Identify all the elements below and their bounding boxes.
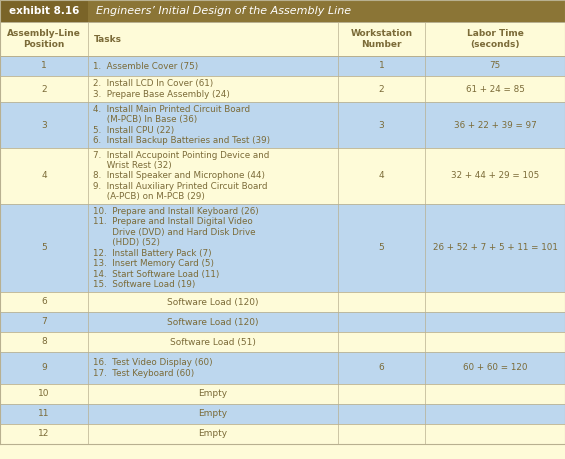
Bar: [0, 76, 565, 102]
Bar: [0, 102, 565, 148]
Bar: [0, 292, 565, 312]
Text: Software Load (120): Software Load (120): [167, 297, 259, 307]
Text: 3: 3: [379, 121, 384, 129]
Bar: [0, 148, 565, 204]
Text: 16.  Test Video Display (60)
17.  Test Keyboard (60): 16. Test Video Display (60) 17. Test Key…: [93, 358, 212, 378]
Text: 5: 5: [41, 244, 47, 252]
Bar: [0, 0, 88, 22]
Bar: [0, 22, 565, 56]
Text: Labor Time
(seconds): Labor Time (seconds): [467, 29, 523, 49]
Text: 8: 8: [41, 337, 47, 347]
Text: 7: 7: [41, 318, 47, 326]
Text: 12: 12: [38, 430, 50, 438]
Text: 3: 3: [41, 121, 47, 129]
Bar: [0, 312, 565, 332]
Text: 11: 11: [38, 409, 50, 419]
Text: 2: 2: [379, 84, 384, 94]
Bar: [0, 384, 565, 404]
Text: 6: 6: [379, 364, 384, 373]
Text: 4: 4: [379, 172, 384, 180]
Text: 2.  Install LCD In Cover (61)
3.  Prepare Base Assembly (24): 2. Install LCD In Cover (61) 3. Prepare …: [93, 79, 230, 99]
Text: 4.  Install Main Printed Circuit Board
     (M-PCB) In Base (36)
5.  Install CPU: 4. Install Main Printed Circuit Board (M…: [93, 105, 270, 145]
Text: 10.  Prepare and Install Keyboard (26)
11.  Prepare and Install Digital Video
  : 10. Prepare and Install Keyboard (26) 11…: [93, 207, 259, 289]
Text: 5: 5: [379, 244, 384, 252]
Text: 6: 6: [41, 297, 47, 307]
Text: Tasks: Tasks: [94, 34, 122, 44]
Text: 61 + 24 = 85: 61 + 24 = 85: [466, 84, 524, 94]
Bar: [0, 332, 565, 352]
Text: 1: 1: [379, 62, 384, 71]
Text: 2: 2: [41, 84, 47, 94]
Text: exhibit 8.16: exhibit 8.16: [9, 6, 79, 16]
Text: 75: 75: [489, 62, 501, 71]
Bar: [0, 404, 565, 424]
Text: Software Load (51): Software Load (51): [170, 337, 256, 347]
Text: 1: 1: [41, 62, 47, 71]
Text: 4: 4: [41, 172, 47, 180]
Text: 60 + 60 = 120: 60 + 60 = 120: [463, 364, 527, 373]
Text: Empty: Empty: [198, 390, 228, 398]
Text: Engineers’ Initial Design of the Assembly Line: Engineers’ Initial Design of the Assembl…: [96, 6, 351, 16]
Text: Empty: Empty: [198, 409, 228, 419]
Text: 32 + 44 + 29 = 105: 32 + 44 + 29 = 105: [451, 172, 539, 180]
Text: 26 + 52 + 7 + 5 + 11 = 101: 26 + 52 + 7 + 5 + 11 = 101: [433, 244, 558, 252]
Text: 10: 10: [38, 390, 50, 398]
Text: Workstation
Number: Workstation Number: [350, 29, 412, 49]
Bar: [0, 424, 565, 444]
Text: Empty: Empty: [198, 430, 228, 438]
Text: 7.  Install Accupoint Pointing Device and
     Wrist Rest (32)
8.  Install Speak: 7. Install Accupoint Pointing Device and…: [93, 151, 270, 202]
Text: Assembly-Line
Position: Assembly-Line Position: [7, 29, 81, 49]
Text: Software Load (120): Software Load (120): [167, 318, 259, 326]
Bar: [0, 0, 565, 22]
Bar: [0, 56, 565, 76]
Text: 9: 9: [41, 364, 47, 373]
Bar: [0, 204, 565, 292]
Text: 1.  Assemble Cover (75): 1. Assemble Cover (75): [93, 62, 198, 71]
Text: 36 + 22 + 39 = 97: 36 + 22 + 39 = 97: [454, 121, 536, 129]
Bar: [0, 352, 565, 384]
